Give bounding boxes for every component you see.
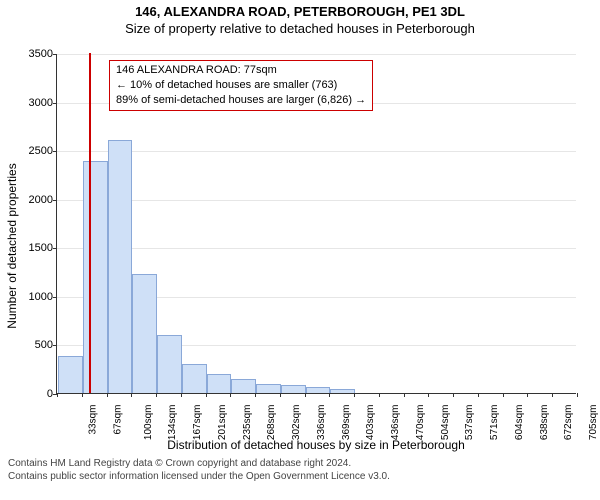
x-tick-label: 638sqm bbox=[539, 405, 550, 441]
x-tick-mark bbox=[329, 393, 330, 397]
x-tick-label: 504sqm bbox=[440, 405, 451, 441]
gridline bbox=[57, 200, 576, 201]
x-tick-label: 604sqm bbox=[514, 405, 525, 441]
y-tick-mark bbox=[53, 103, 57, 104]
gridline bbox=[57, 54, 576, 55]
chart-title-address: 146, ALEXANDRA ROAD, PETERBOROUGH, PE1 3… bbox=[0, 4, 600, 19]
x-tick-label: 470sqm bbox=[415, 405, 426, 441]
x-tick-mark bbox=[57, 393, 58, 397]
x-tick-label: 537sqm bbox=[465, 405, 476, 441]
y-tick-mark bbox=[53, 151, 57, 152]
x-tick-mark bbox=[107, 393, 108, 397]
annotation-line: 89% of semi-detached houses are larger (… bbox=[116, 93, 366, 108]
x-tick-mark bbox=[379, 393, 380, 397]
x-tick-label: 705sqm bbox=[588, 405, 599, 441]
histogram-bar bbox=[207, 374, 232, 393]
footer-attribution: Contains HM Land Registry data © Crown c… bbox=[0, 456, 600, 483]
x-tick-mark bbox=[354, 393, 355, 397]
x-tick-label: 302sqm bbox=[291, 405, 302, 441]
x-tick-mark bbox=[404, 393, 405, 397]
y-tick-label: 2500 bbox=[17, 145, 53, 157]
x-tick-mark bbox=[82, 393, 83, 397]
x-axis-label: Distribution of detached houses by size … bbox=[56, 438, 576, 452]
x-tick-label: 571sqm bbox=[489, 405, 500, 441]
x-tick-label: 201sqm bbox=[217, 405, 228, 441]
x-tick-label: 268sqm bbox=[266, 405, 277, 441]
x-tick-mark bbox=[280, 393, 281, 397]
histogram-bar bbox=[108, 140, 133, 393]
annotation-line: 146 ALEXANDRA ROAD: 77sqm bbox=[116, 63, 366, 78]
x-tick-label: 436sqm bbox=[390, 405, 401, 441]
x-tick-label: 336sqm bbox=[316, 405, 327, 441]
x-tick-label: 33sqm bbox=[88, 405, 99, 435]
histogram-bar bbox=[256, 384, 281, 393]
x-tick-mark bbox=[206, 393, 207, 397]
x-tick-label: 134sqm bbox=[167, 405, 178, 441]
annotation-box: 146 ALEXANDRA ROAD: 77sqm← 10% of detach… bbox=[109, 60, 373, 111]
annotation-line: ← 10% of detached houses are smaller (76… bbox=[116, 78, 366, 93]
x-tick-label: 167sqm bbox=[192, 405, 203, 441]
histogram-bar bbox=[132, 274, 157, 394]
x-tick-label: 67sqm bbox=[112, 405, 123, 435]
y-tick-mark bbox=[53, 248, 57, 249]
chart-title-desc: Size of property relative to detached ho… bbox=[0, 21, 600, 36]
chart-container: Number of detached properties 0500100015… bbox=[0, 36, 600, 456]
x-tick-mark bbox=[552, 393, 553, 397]
histogram-bar bbox=[182, 364, 207, 393]
x-tick-mark bbox=[156, 393, 157, 397]
y-tick-label: 3500 bbox=[17, 48, 53, 60]
x-tick-mark bbox=[305, 393, 306, 397]
y-tick-label: 2000 bbox=[17, 194, 53, 206]
x-tick-mark bbox=[453, 393, 454, 397]
x-tick-mark bbox=[255, 393, 256, 397]
x-tick-label: 403sqm bbox=[365, 405, 376, 441]
x-tick-mark bbox=[131, 393, 132, 397]
histogram-bar bbox=[157, 335, 182, 393]
x-tick-mark bbox=[230, 393, 231, 397]
plot-area: 050010001500200025003000350033sqm67sqm10… bbox=[56, 54, 576, 394]
x-tick-label: 100sqm bbox=[143, 405, 154, 441]
histogram-bar bbox=[83, 161, 108, 393]
histogram-bar bbox=[231, 379, 256, 393]
x-tick-mark bbox=[478, 393, 479, 397]
x-tick-mark bbox=[503, 393, 504, 397]
histogram-bar bbox=[330, 389, 355, 393]
reference-line bbox=[89, 53, 91, 393]
y-tick-label: 500 bbox=[17, 339, 53, 351]
x-tick-mark bbox=[428, 393, 429, 397]
y-tick-label: 1000 bbox=[17, 291, 53, 303]
histogram-bar bbox=[306, 387, 331, 393]
y-tick-mark bbox=[53, 345, 57, 346]
x-tick-label: 369sqm bbox=[341, 405, 352, 441]
gridline bbox=[57, 248, 576, 249]
histogram-bar bbox=[281, 385, 306, 393]
y-tick-label: 3000 bbox=[17, 97, 53, 109]
x-tick-label: 235sqm bbox=[242, 405, 253, 441]
y-tick-mark bbox=[53, 297, 57, 298]
y-tick-label: 1500 bbox=[17, 242, 53, 254]
histogram-bar bbox=[58, 356, 83, 393]
y-tick-label: 0 bbox=[17, 388, 53, 400]
gridline bbox=[57, 151, 576, 152]
y-tick-mark bbox=[53, 200, 57, 201]
footer-line-1: Contains HM Land Registry data © Crown c… bbox=[8, 458, 592, 471]
x-tick-mark bbox=[181, 393, 182, 397]
x-tick-label: 672sqm bbox=[564, 405, 575, 441]
footer-line-2: Contains public sector information licen… bbox=[8, 471, 592, 484]
y-tick-mark bbox=[53, 54, 57, 55]
x-tick-mark bbox=[527, 393, 528, 397]
x-tick-mark bbox=[577, 393, 578, 397]
